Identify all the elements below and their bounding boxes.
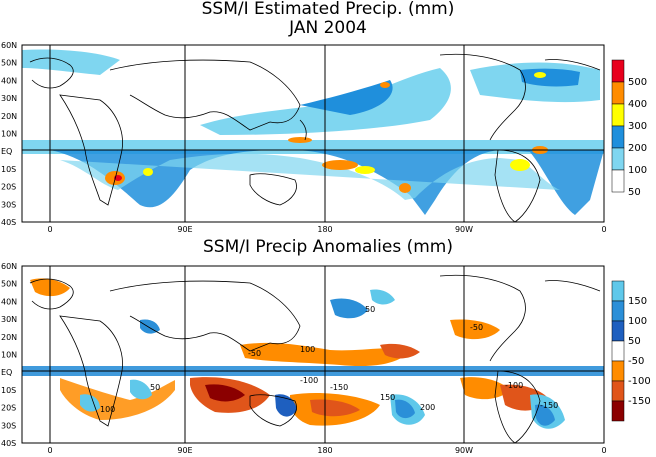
bottom-lat-label: 40N — [1, 297, 17, 306]
top-legend-swatch — [611, 59, 625, 83]
bottom-lat-label: EQ — [1, 368, 12, 377]
bottom-legend-swatch — [611, 400, 625, 422]
contour-label: -150 — [330, 383, 348, 392]
top-legend-label: 300 — [628, 121, 647, 132]
top-legend-swatch — [611, 169, 625, 193]
contour-label: 50 — [365, 305, 375, 314]
bottom-lon-label: 0 — [601, 446, 606, 455]
contour-label: -50 — [470, 323, 483, 332]
bottom-lat-label: 60N — [1, 262, 17, 271]
top-lon-label: 90W — [455, 225, 473, 234]
top-lat-label: 20N — [1, 112, 17, 121]
bottom-legend-label: 150 — [628, 296, 647, 307]
bottom-lon-label: 0 — [47, 446, 52, 455]
top-lon-label: 0 — [601, 225, 606, 234]
top-lat-label: EQ — [1, 147, 12, 156]
top-legend-label: 400 — [628, 99, 647, 110]
bottom-legend-swatch — [611, 360, 625, 382]
bottom-legend-label: -100 — [628, 376, 651, 387]
top-legend-label: 50 — [628, 187, 641, 198]
bottom-map-panel — [21, 265, 605, 444]
top-lat-label: 60N — [1, 41, 17, 50]
bottom-lat-label: 20S — [1, 404, 16, 413]
contour-label: -100 — [300, 376, 318, 385]
top-legend-label: 100 — [628, 165, 647, 176]
bottom-lon-label: 90W — [455, 446, 473, 455]
bottom-legend-swatch — [611, 280, 625, 302]
bottom-legend-label: -150 — [628, 396, 651, 407]
top-legend-swatch — [611, 103, 625, 127]
bottom-legend-swatch — [611, 380, 625, 402]
top-legend-swatch — [611, 147, 625, 171]
top-lat-label: 10S — [1, 165, 16, 174]
bottom-lat-label: 20N — [1, 333, 17, 342]
top-lat-label: 40N — [1, 76, 17, 85]
contour-label: 50 — [150, 383, 160, 392]
contour-label: -150 — [540, 401, 558, 410]
top-lat-label: 40S — [1, 218, 16, 227]
bottom-lat-label: 10N — [1, 351, 17, 360]
bottom-lat-label: 10S — [1, 386, 16, 395]
bottom-legend-label: 100 — [628, 316, 647, 327]
top-lat-label: 30S — [1, 200, 16, 209]
top-lat-label: 30N — [1, 94, 17, 103]
top-lat-label: 20S — [1, 183, 16, 192]
bottom-legend-label: 50 — [628, 336, 641, 347]
contour-label: -50 — [248, 349, 261, 358]
bottom-lon-label: 180 — [317, 446, 332, 455]
bottom-lat-label: 30S — [1, 421, 16, 430]
top-lon-label: 180 — [317, 225, 332, 234]
bottom-lat-label: 50N — [1, 280, 17, 289]
contour-label: -100 — [505, 381, 523, 390]
top-map-panel — [21, 44, 605, 223]
top-legend-label: 500 — [628, 77, 647, 88]
top-lat-label: 10N — [1, 130, 17, 139]
bottom-legend-swatch — [611, 340, 625, 362]
contour-label: 100 — [300, 345, 315, 354]
bottom-lat-label: 30N — [1, 315, 17, 324]
top-legend-swatch — [611, 125, 625, 149]
contour-label: 100 — [100, 405, 115, 414]
bottom-legend-swatch — [611, 320, 625, 342]
top-lon-label: 90E — [177, 225, 192, 234]
contour-label: 200 — [420, 403, 435, 412]
bottom-lon-label: 90E — [177, 446, 192, 455]
bottom-legend-swatch — [611, 300, 625, 322]
top-legend-label: 200 — [628, 143, 647, 154]
top-title-line1: SSM/I Estimated Precip. (mm) — [201, 0, 455, 19]
contour-label: 150 — [380, 393, 395, 402]
bottom-lat-label: 40S — [1, 439, 16, 448]
bottom-legend-label: -50 — [628, 356, 644, 367]
top-lat-label: 50N — [1, 59, 17, 68]
top-title-line2: JAN 2004 — [289, 18, 367, 38]
top-legend-swatch — [611, 81, 625, 105]
top-lon-label: 0 — [47, 225, 52, 234]
bottom-title: SSM/I Precip Anomalies (mm) — [202, 237, 454, 257]
